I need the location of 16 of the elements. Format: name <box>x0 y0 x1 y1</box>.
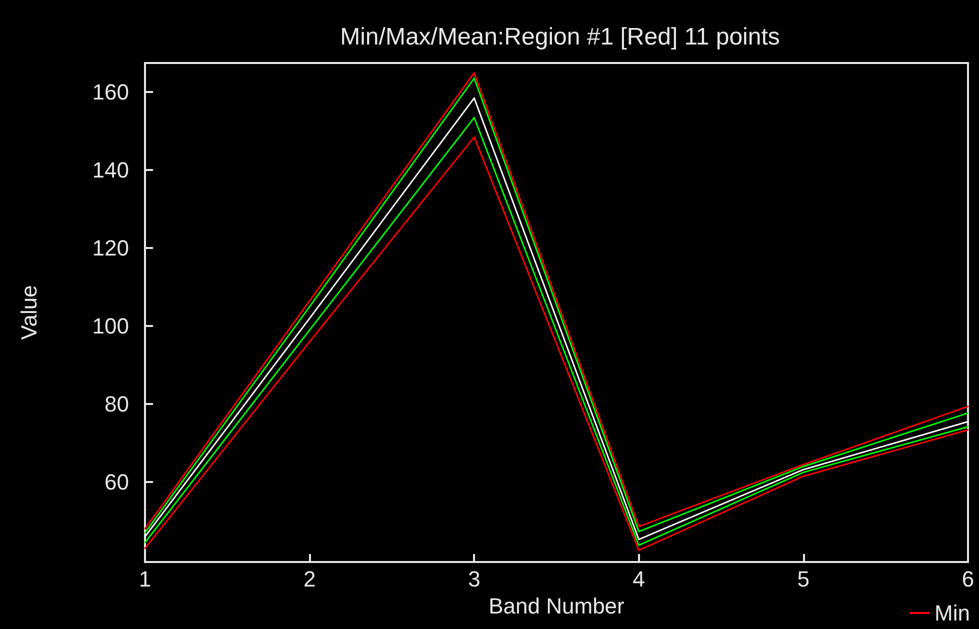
x-axis-title: Band Number <box>488 593 624 618</box>
y-tick-label: 120 <box>92 236 129 261</box>
legend-label: Min <box>934 600 970 626</box>
x-tick-label: 5 <box>797 566 810 592</box>
x-tick-label: 1 <box>138 566 152 592</box>
y-tick-label: 140 <box>92 158 129 183</box>
x-tick-label: 6 <box>962 566 974 592</box>
y-tick-label: 100 <box>92 314 129 339</box>
y-axis-title: Value <box>16 285 42 340</box>
x-tick-label: 3 <box>468 566 480 592</box>
x-tick-label: 2 <box>303 566 316 592</box>
y-tick-label: 160 <box>92 80 129 105</box>
x-tick-label: 4 <box>632 566 645 592</box>
chart-title: Min/Max/Mean:Region #1 [Red] 11 points <box>340 24 780 50</box>
y-tick-label: 80 <box>104 392 129 417</box>
y-tick-label: 60 <box>104 470 129 495</box>
